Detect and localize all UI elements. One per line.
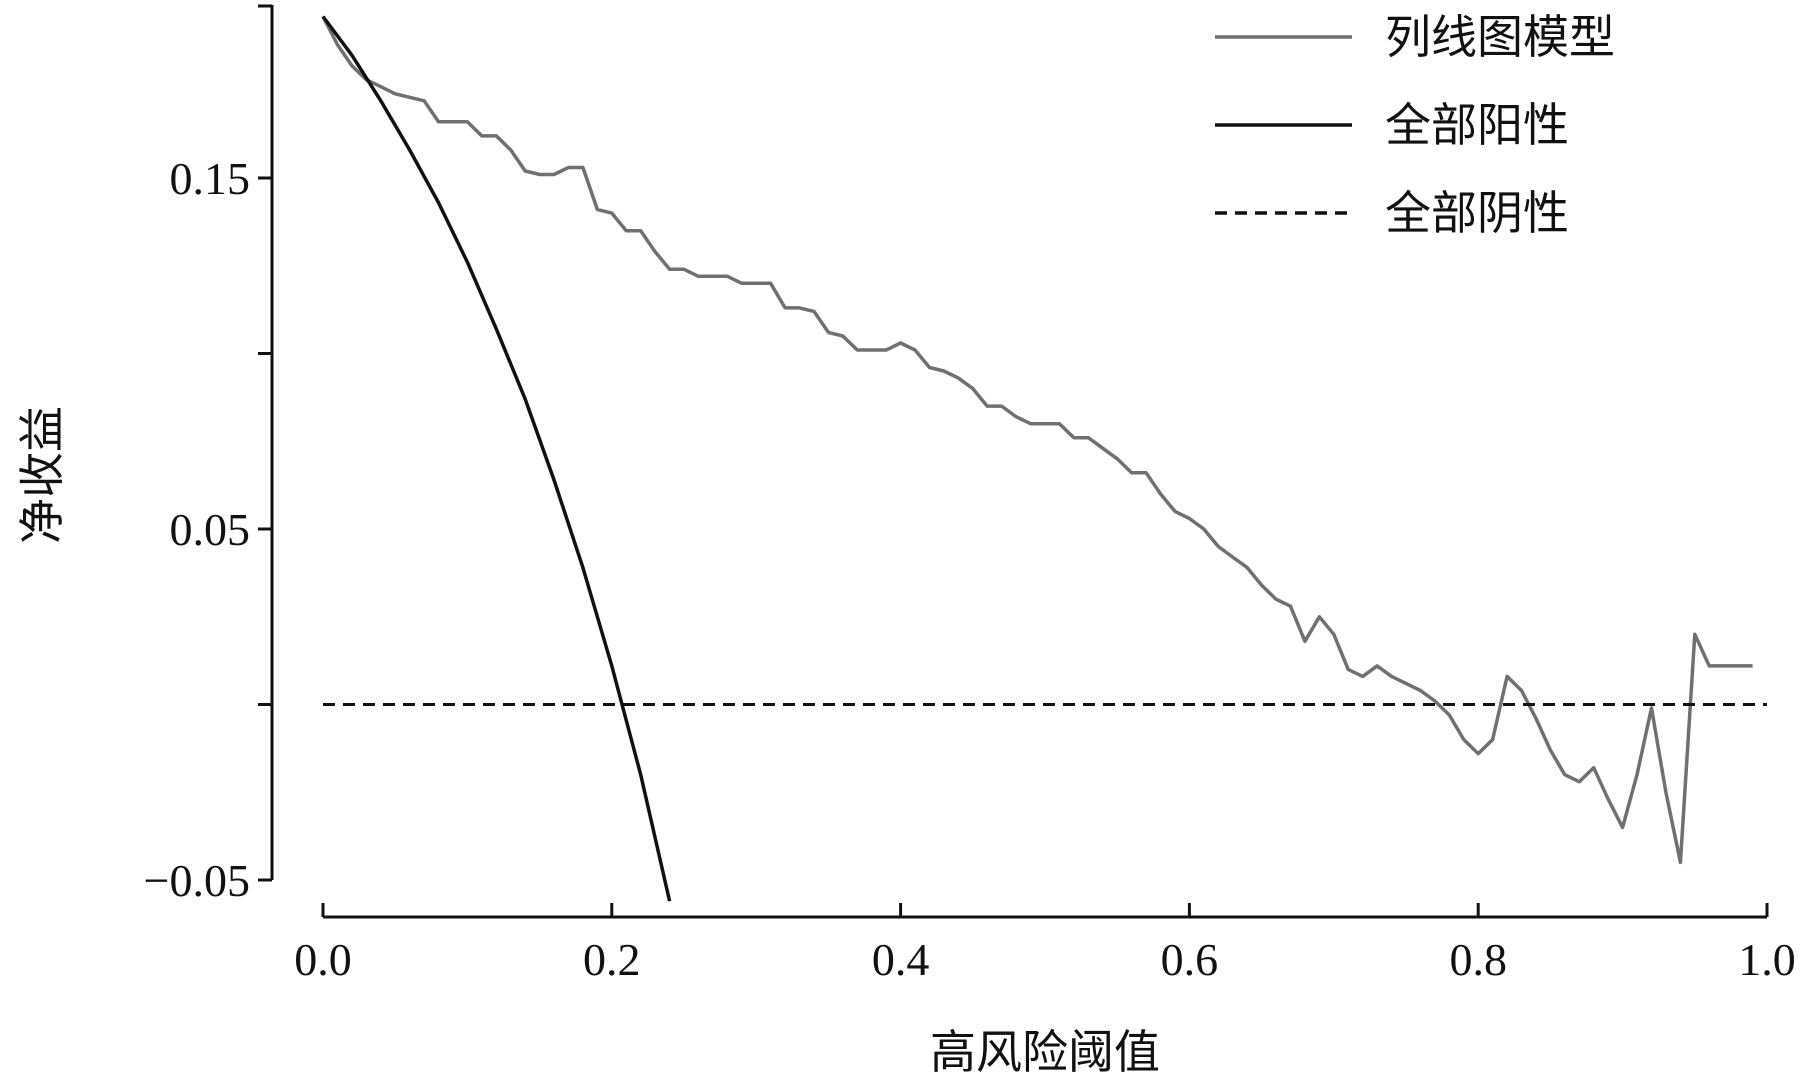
x-tick-label: 1.0 bbox=[1738, 934, 1796, 985]
axis-titles: 高风险阈值 净收益 bbox=[15, 406, 1160, 1076]
legend-label: 全部阳性 bbox=[1385, 98, 1569, 152]
x-axis-title: 高风险阈值 bbox=[930, 1025, 1160, 1076]
y-axis-title: 净收益 bbox=[15, 406, 69, 544]
x-tick-label: 0.4 bbox=[872, 934, 930, 985]
y-tick-label: 0.05 bbox=[170, 504, 251, 555]
x-tick-label: 0.8 bbox=[1449, 934, 1507, 985]
y-tick-label: 0.15 bbox=[170, 153, 251, 204]
series-lines bbox=[321, 15, 1767, 902]
axes: −0.05 0.05 0.15 0.0 0.2 0.4 0.6 0.8 1.0 bbox=[144, 4, 1796, 985]
x-tick-label: 0.6 bbox=[1161, 934, 1219, 985]
legend-label: 全部阴性 bbox=[1385, 186, 1569, 240]
x-tick-label: 0.2 bbox=[583, 934, 641, 985]
nomogram-model-line bbox=[321, 15, 1753, 865]
legend-label: 列线图模型 bbox=[1385, 10, 1615, 64]
y-tick-label: −0.05 bbox=[144, 855, 250, 906]
x-tick-label: 0.0 bbox=[294, 934, 352, 985]
treat-all-line bbox=[321, 15, 672, 902]
